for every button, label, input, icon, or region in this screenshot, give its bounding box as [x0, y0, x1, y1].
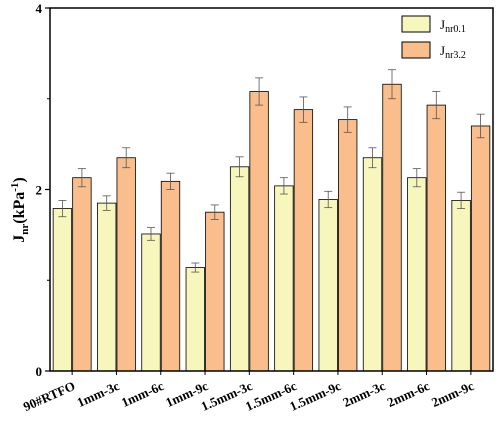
axis-ticks-group: 0 2 4 [36, 1, 472, 379]
x-tick-label-1.5mm-9c: 1.5mm-9c [287, 378, 343, 414]
legend-swatch-series-1 [401, 15, 431, 33]
x-tick-label-1mm-3c: 1mm-3c [75, 378, 122, 410]
bar-series-2-2mm-9c [470, 125, 491, 372]
bar-series-1-1mm-9c [185, 267, 205, 372]
bar-series-1-1mm-6c [141, 233, 161, 372]
y-axis-title: Jnr(kPa-1) [9, 177, 31, 243]
x-tick-label-2mm-3c: 2mm-3c [340, 378, 387, 410]
bar-series-2-1.5mm-9c [338, 119, 358, 372]
bar-series-2-1.5mm-3c [249, 91, 269, 372]
bar-series-1-1.5mm-3c [229, 166, 250, 372]
category-labels-group: 90#RTFO1mm-3c1mm-6c1mm-9c1.5mm-3c1.5mm-6… [21, 378, 476, 414]
error-bars-group [58, 69, 485, 273]
y-axis-title-unit-suffix: ) [11, 177, 28, 182]
y-axis-title-unit-prefix: (kPa [11, 192, 28, 224]
bar-series-2-1.5mm-6c [293, 109, 314, 372]
y-axis-title-main: J [11, 235, 28, 243]
legend-label-series-1: Jnr0.1 [440, 17, 466, 35]
bar-series-1-2mm-3c [362, 157, 383, 372]
legend-label-series-1-sub: nr0.1 [445, 24, 466, 35]
legend-label-series-2-main: J [440, 43, 445, 58]
bar-series-1-1.5mm-6c [274, 185, 294, 372]
y-tick-label-2: 2 [36, 183, 43, 198]
legend-label-series-2: Jnr3.2 [440, 43, 466, 61]
bar-series-1-2mm-9c [451, 199, 471, 372]
legend-label-series-1-main: J [440, 17, 445, 32]
bar-series-1-1.5mm-9c [318, 199, 338, 372]
x-tick-label-90#RTFO: 90#RTFO [21, 378, 77, 414]
bar-series-2-1mm-3c [116, 157, 136, 372]
y-axis-title-sub: nr [19, 224, 31, 235]
y-tick-label-4: 4 [36, 1, 43, 16]
bar-series-2-1mm-6c [160, 180, 181, 372]
bar-series-2-2mm-6c [426, 104, 446, 372]
x-tick-label-2mm-6c: 2mm-6c [385, 378, 432, 410]
y-axis-title-unit-exp: -1 [9, 183, 21, 192]
bar-series-2-90#RTFO [72, 177, 92, 372]
legend-swatch-series-2 [401, 41, 431, 59]
plot-frame [49, 7, 494, 372]
bar-series-1-90#RTFO [52, 208, 73, 372]
legend: Jnr0.1 Jnr3.2 [401, 15, 466, 61]
bar-series-2-1mm-9c [205, 211, 225, 372]
legend-label-series-2-sub: nr3.2 [445, 50, 466, 61]
x-tick-label-2mm-9c: 2mm-9c [429, 378, 476, 410]
bar-series-1-2mm-6c [407, 177, 427, 372]
bar-series-2-2mm-3c [382, 83, 402, 372]
bars-group [52, 83, 491, 372]
bar-series-1-1mm-3c [97, 202, 117, 372]
x-tick-label-1mm-6c: 1mm-6c [119, 378, 166, 410]
y-tick-label-0: 0 [36, 364, 43, 379]
